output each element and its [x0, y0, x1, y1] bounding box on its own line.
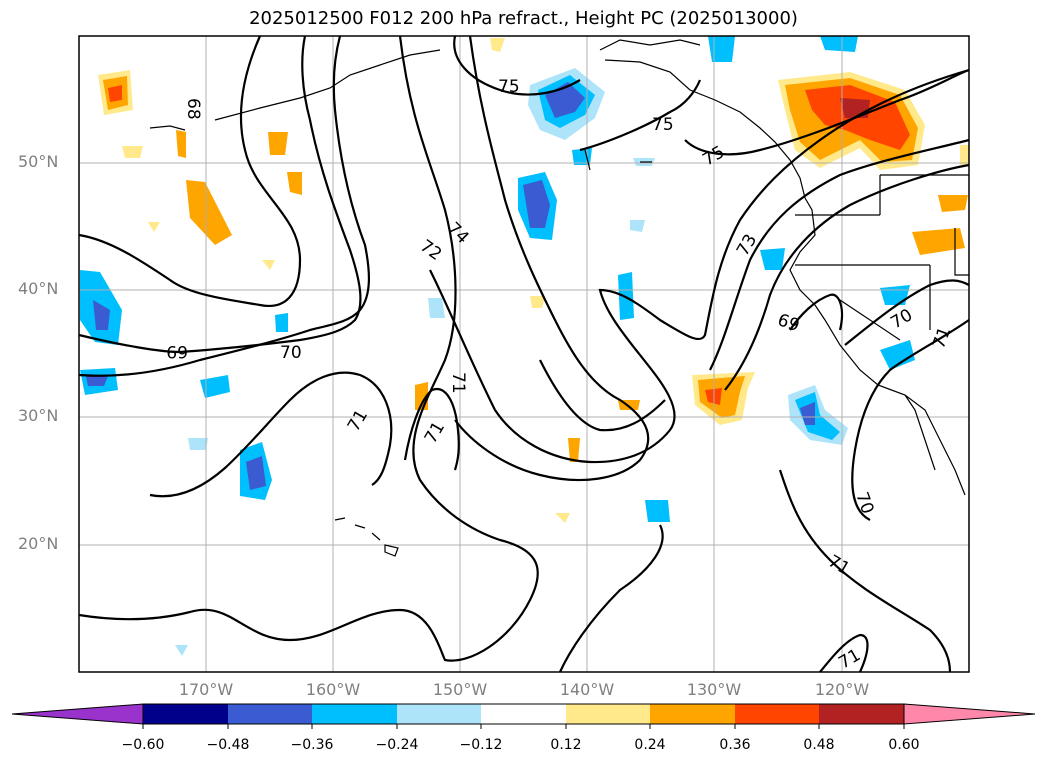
- colorbar-tick-label: −0.12: [459, 737, 503, 753]
- coastlines: [149, 39, 969, 557]
- colorbar-tick-label: 0.12: [550, 737, 582, 753]
- contour-label: 75: [498, 77, 520, 97]
- colorbar-tick-label: 0.60: [888, 737, 920, 753]
- height-contours: [78, 35, 970, 673]
- colorbar-tick-label: 0.48: [803, 737, 835, 753]
- colorbar-segment: [735, 704, 819, 724]
- contour-label: 69: [166, 341, 188, 361]
- colorbar-tick-label: −0.36: [290, 737, 334, 753]
- lat-label-30n: 30°N: [18, 406, 59, 425]
- colorbar-tick-label: −0.48: [206, 737, 250, 753]
- colorbar-segment: [481, 704, 566, 724]
- lon-label-130w: 130°W: [686, 680, 742, 699]
- lon-label-150w: 150°W: [432, 680, 488, 699]
- contour-label: 70: [280, 343, 302, 363]
- contour-label: 68: [183, 98, 203, 120]
- contour-label: 71: [448, 372, 468, 394]
- colorbar-segment: [566, 704, 650, 724]
- colorbar-segment: [819, 704, 904, 724]
- lon-label-160w: 160°W: [305, 680, 361, 699]
- colorbar-segment: [228, 704, 312, 724]
- map-gridlines: [79, 36, 969, 672]
- colorbar-tick-label: 0.24: [634, 737, 666, 753]
- colorbar-segment: [143, 704, 228, 724]
- colorbar-segment: [312, 704, 397, 724]
- lat-label-50n: 50°N: [18, 152, 59, 171]
- colorbar-extend-left: [11, 703, 144, 725]
- colorbar-tick-label: −0.60: [121, 737, 165, 753]
- contour-label: 75: [652, 115, 674, 135]
- colorbar-extend-right: [903, 703, 1036, 725]
- colorbar-tick-label: −0.24: [375, 737, 419, 753]
- lon-label-140w: 140°W: [559, 680, 615, 699]
- colorbar-segment: [397, 704, 481, 724]
- lat-label-20n: 20°N: [18, 534, 59, 553]
- lat-label-40n: 40°N: [18, 279, 59, 298]
- lon-label-170w: 170°W: [178, 680, 234, 699]
- map-title: 2025012500 F012 200 hPa refract., Height…: [249, 8, 798, 29]
- colorbar-segment: [650, 704, 735, 724]
- lon-label-120w: 120°W: [814, 680, 870, 699]
- negative-anomaly-regions: [80, 36, 915, 656]
- colorbar-tick-label: 0.36: [719, 737, 751, 753]
- map-frame: [78, 35, 970, 673]
- colorbar: [11, 703, 1036, 729]
